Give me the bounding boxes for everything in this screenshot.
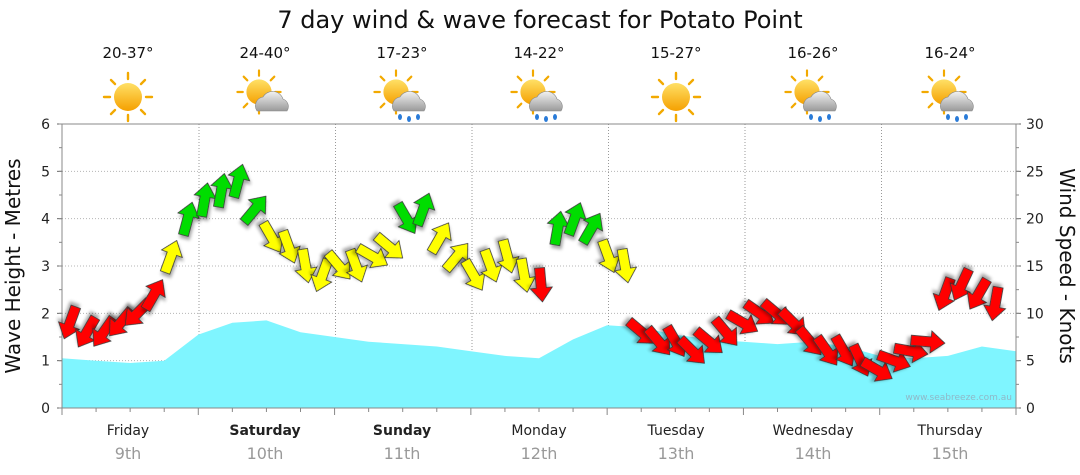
- right-tick-label: 10: [1026, 306, 1044, 322]
- sun-cloud-rain-icon: [510, 69, 563, 122]
- day-name-label: Tuesday: [647, 423, 705, 439]
- sun-cloud-rain-icon: [373, 69, 426, 122]
- wind-arrow: [239, 195, 267, 227]
- partly-cloudy-icon: [236, 69, 289, 115]
- left-tick-label: 1: [41, 354, 50, 370]
- sunny-icon: [650, 71, 702, 123]
- left-tick-label: 0: [41, 401, 50, 417]
- right-tick-label: 20: [1026, 212, 1044, 228]
- wind-arrow: [932, 276, 956, 311]
- day-name-label: Sunday: [373, 423, 431, 439]
- wind-arrow: [983, 285, 1007, 322]
- day-name-label: Thursday: [916, 423, 982, 439]
- sun-cloud-rain-icon: [921, 69, 974, 122]
- wind-arrow: [58, 304, 82, 340]
- wave-height-area: [62, 320, 1016, 408]
- day-date-label: 14th: [795, 444, 832, 463]
- right-tick-label: 0: [1026, 401, 1035, 417]
- day-temp-range: 15-27°: [650, 44, 701, 62]
- day-name-label: Monday: [511, 423, 566, 439]
- left-tick-label: 2: [41, 306, 50, 322]
- wind-arrow: [294, 247, 318, 284]
- wind-arrow: [529, 267, 554, 303]
- day-date-label: 10th: [247, 444, 284, 463]
- wind-arrow: [426, 222, 452, 256]
- left-tick-label: 6: [41, 117, 50, 133]
- axes: 0 1 2 3 4 5 6 0 5 10 15 20 25 30: [41, 117, 1044, 417]
- wind-arrow: [710, 315, 738, 346]
- day-date-label: 15th: [932, 444, 969, 463]
- day-temp-range: 24-40°: [239, 44, 290, 62]
- wind-arrow: [910, 330, 946, 354]
- wind-arrow: [692, 326, 723, 354]
- wind-arrow: [323, 249, 351, 280]
- wind-arrow: [277, 228, 301, 264]
- wind-arrow: [777, 306, 806, 336]
- day-temp-range: 17-23°: [376, 44, 427, 62]
- wind-arrow: [578, 212, 604, 246]
- day-name-label: Wednesday: [772, 423, 853, 439]
- right-tick-label: 5: [1026, 354, 1035, 370]
- wind-arrow: [159, 239, 183, 275]
- left-axis-title: Wave Height - Metres: [1, 158, 25, 373]
- wind-arrow: [344, 247, 368, 283]
- day-date-label: 9th: [115, 444, 142, 463]
- right-tick-label: 15: [1026, 259, 1044, 275]
- wind-arrow: [372, 231, 404, 259]
- left-tick-label: 5: [41, 164, 50, 180]
- day-temp-range: 16-24°: [924, 44, 975, 62]
- wind-arrow: [412, 192, 436, 228]
- day-date-label: 12th: [521, 444, 558, 463]
- wind-arrow: [613, 247, 638, 284]
- wind-arrow: [496, 238, 520, 274]
- day-temp-range: 16-26°: [787, 44, 838, 62]
- day-date-label: 11th: [384, 444, 421, 463]
- sunny-icon: [102, 71, 154, 123]
- wind-arrow: [966, 276, 992, 310]
- day-name-label: Friday: [107, 423, 149, 439]
- day-labels: Friday 9th Saturday 10th Sunday 11th Monday 12t…: [107, 423, 983, 463]
- wind-arrow: [227, 163, 251, 200]
- watermark: www.seabreeze.com.au: [905, 393, 1012, 403]
- wind-arrow: [725, 309, 759, 335]
- wind-arrow: [140, 279, 166, 313]
- wind-arrow: [676, 335, 705, 364]
- day-temp-range: 20-37°: [102, 44, 153, 62]
- day-forecast-header: 20-37° 24-40° 17-23° 14-22° 15-27° 16-26° 16-2…: [102, 44, 976, 123]
- right-tick-label: 30: [1026, 117, 1044, 133]
- wind-arrow: [479, 247, 503, 283]
- wind-arrows: [58, 163, 1007, 382]
- day-date-label: 13th: [658, 444, 695, 463]
- right-tick-label: 25: [1026, 164, 1044, 180]
- day-name-label: Saturday: [229, 423, 300, 439]
- left-tick-label: 4: [41, 212, 50, 228]
- right-axis-title: Wind Speed - Knots: [1055, 168, 1079, 364]
- wind-arrow: [355, 243, 389, 269]
- sun-cloud-rain-icon: [784, 69, 837, 122]
- left-tick-label: 3: [41, 259, 50, 275]
- day-temp-range: 14-22°: [513, 44, 564, 62]
- chart-title: 7 day wind & wave forecast for Potato Po…: [277, 6, 802, 34]
- wind-arrow: [177, 201, 200, 237]
- wind-arrow: [513, 257, 537, 293]
